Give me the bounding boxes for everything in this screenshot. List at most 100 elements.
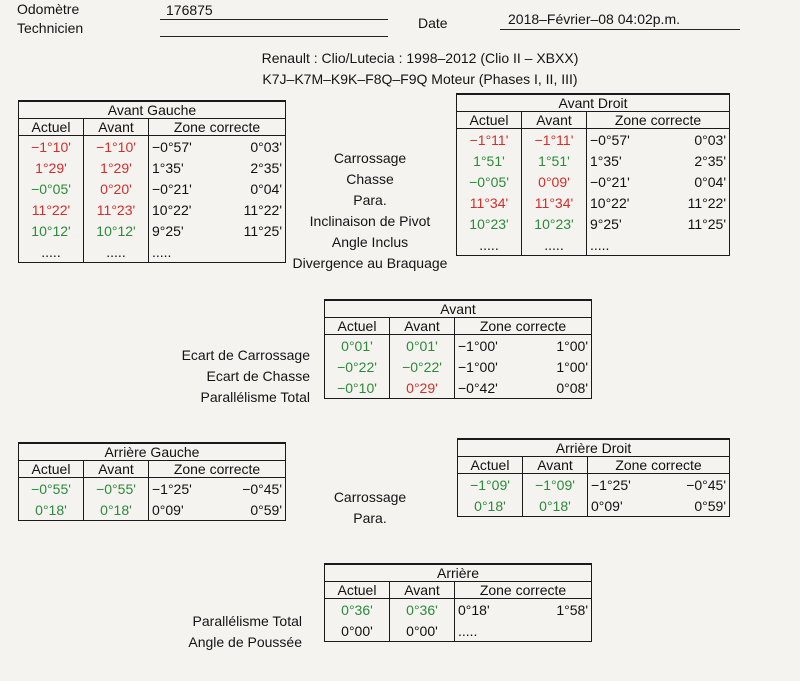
front-right-actual-value: 10°23' [456, 213, 522, 234]
front-right-row: −0°05' 0°09' −0°21' 0°04' [456, 171, 731, 192]
front-left-row: 1°29' 1°29' 1°35' 2°35' [18, 157, 287, 178]
rear-right-range-max: −0°45' [658, 473, 730, 495]
rear-measure-label: Carrossage [333, 489, 407, 505]
front-right-range-min: 9°25' [586, 213, 660, 234]
rear-axle-col-range: Zone correcte [454, 581, 592, 599]
rear-left-col-range: Zone correcte [148, 460, 286, 478]
front-axle-title: Avant [324, 299, 592, 318]
front-left-range-min: 1°35' [148, 157, 219, 178]
front-axle-before-value: 0°01' [389, 334, 455, 356]
front-axle-range-max: 1°00' [529, 356, 592, 377]
front-left-before-value: ..... [83, 241, 149, 263]
front-left-before-value: 1°29' [83, 157, 149, 178]
date-label: Date [418, 15, 448, 31]
rear-axle-measure-label: Parallélisme Total [192, 613, 302, 629]
front-left-actual-value: 10°12' [18, 220, 84, 241]
front-axle-table: Avant Actuel Avant Zone correcte 0°01' 0… [324, 299, 592, 399]
front-right-before-value: 10°23' [521, 213, 587, 234]
front-right-col-actual: Actuel [456, 111, 522, 129]
front-right-range-max: 11°22' [659, 192, 731, 213]
front-right-before-value: −1°11' [521, 128, 587, 150]
rear-left-row: −0°55' −0°55' −1°25' −0°45' [18, 477, 286, 499]
front-left-range-min: 10°22' [148, 199, 219, 220]
rear-axle-actual-value: 0°00' [324, 620, 390, 642]
vehicle-line-2: K7J–K7M–K9K–F8Q–F9Q Moteur (Phases I, II… [262, 71, 578, 87]
front-axle-row: −0°22' −0°22' −1°00' 1°00' [324, 356, 592, 377]
front-axle-measure-label: Parallélisme Total [200, 389, 310, 405]
rear-measure-label: Para. [353, 510, 387, 526]
front-measure-labels: Carrossage Chasse Para. Inclinaison de Pivo… [285, 148, 455, 274]
front-left-row: 10°12' 10°12' 9°25' 11°25' [18, 220, 287, 241]
front-axle-labels: Ecart de Carrossage Ecart de Chasse Parall… [140, 345, 310, 408]
front-right-row: ..... ..... ..... [456, 234, 731, 256]
rear-axle-table: Arrière Actuel Avant Zone correcte 0°36'… [324, 563, 592, 642]
front-right-row: 10°23' 10°23' 9°25' 11°25' [456, 213, 731, 234]
front-axle-before-value: 0°29' [389, 377, 455, 399]
front-measure-label: Chasse [346, 171, 394, 187]
rear-axle-range-min: ..... [454, 620, 523, 642]
front-right-range-min: 1°35' [586, 150, 660, 171]
front-axle-actual-value: −0°22' [324, 356, 390, 377]
rear-left-col-before: Avant [83, 460, 149, 478]
front-right-range-min: −0°21' [586, 171, 660, 192]
front-right-actual-value: 1°51' [456, 150, 522, 171]
rear-right-range-min: −1°25' [587, 473, 659, 495]
front-left-range-max: 0°04' [218, 178, 287, 199]
front-left-range-max: 11°25' [218, 220, 287, 241]
rear-axle-col-actual: Actuel [324, 581, 390, 599]
front-left-col-actual: Actuel [18, 118, 84, 136]
date-value: 2018–Février–08 04:02p.m. [508, 11, 680, 27]
front-left-range-max: 11°22' [218, 199, 287, 220]
rear-left-row: 0°18' 0°18' 0°09' 0°59' [18, 499, 286, 521]
front-left-range-min: ..... [148, 241, 219, 263]
front-left-actual-value: 1°29' [18, 157, 84, 178]
front-right-actual-value: −0°05' [456, 171, 522, 192]
front-left-range-max [218, 241, 287, 263]
rear-axle-range-min: 0°18' [454, 598, 523, 620]
front-right-row: −1°11' −1°11' −0°57' 0°03' [456, 128, 731, 150]
front-axle-range-min: −0°42' [453, 377, 530, 399]
rear-axle-title: Arrière [324, 563, 592, 582]
rear-axle-row: 0°00' 0°00' ..... [324, 620, 592, 642]
rear-right-actual-value: −1°09' [457, 473, 523, 495]
front-left-before-value: −1°10' [83, 135, 149, 157]
rear-left-actual-value: 0°18' [18, 499, 84, 521]
front-left-actual-value: 11°22' [18, 199, 84, 220]
rear-right-range-max: 0°59' [658, 495, 730, 517]
rear-axle-range-max: 1°58' [523, 598, 592, 620]
front-right-actual-value: 11°34' [456, 192, 522, 213]
front-axle-actual-value: 0°01' [324, 334, 390, 356]
front-right-range-max: 11°25' [659, 213, 731, 234]
front-left-range-max: 2°35' [218, 157, 287, 178]
rear-left-title: Arrière Gauche [18, 442, 286, 461]
front-axle-measure-label: Ecart de Chasse [206, 368, 311, 384]
front-measure-label: Divergence au Braquage [292, 255, 448, 271]
front-left-row: 11°22' 11°23' 10°22' 11°22' [18, 199, 287, 220]
front-left-range-max: 0°03' [218, 135, 287, 157]
front-left-col-range: Zone correcte [148, 118, 286, 136]
front-left-row: ..... ..... ..... [18, 241, 287, 263]
rear-axle-row: 0°36' 0°36' 0°18' 1°58' [324, 598, 592, 620]
front-right-actual-value: −1°11' [456, 128, 522, 150]
front-right-range-max: 0°04' [659, 171, 731, 192]
front-axle-range-max: 1°00' [529, 334, 592, 356]
front-right-row: 1°51' 1°51' 1°35' 2°35' [456, 150, 731, 171]
rear-right-row: 0°18' 0°18' 0°09' 0°59' [457, 495, 730, 517]
front-left-before-value: 10°12' [83, 220, 149, 241]
rear-axle-before-value: 0°00' [389, 620, 455, 642]
front-left-title: Avant Gauche [18, 100, 286, 119]
rear-axle-actual-value: 0°36' [324, 598, 390, 620]
rear-right-range-min: 0°09' [587, 495, 659, 517]
front-right-before-value: 0°09' [521, 171, 587, 192]
rear-right-before-value: 0°18' [522, 495, 588, 517]
rear-left-col-actual: Actuel [18, 460, 84, 478]
front-axle-measure-label: Ecart de Carrossage [181, 347, 310, 363]
rear-axle-range-max [523, 620, 592, 642]
front-right-col-range: Zone correcte [586, 111, 730, 129]
front-right-range-max: 0°03' [659, 128, 731, 150]
vehicle-line-1: Renault : Clio/Lutecia : 1998–2012 (Clio… [261, 50, 579, 66]
technician-label: Technicien [17, 20, 84, 36]
front-axle-actual-value: −0°10' [324, 377, 390, 399]
rear-axle-col-before: Avant [389, 581, 455, 599]
rear-left-before-value: 0°18' [83, 499, 149, 521]
